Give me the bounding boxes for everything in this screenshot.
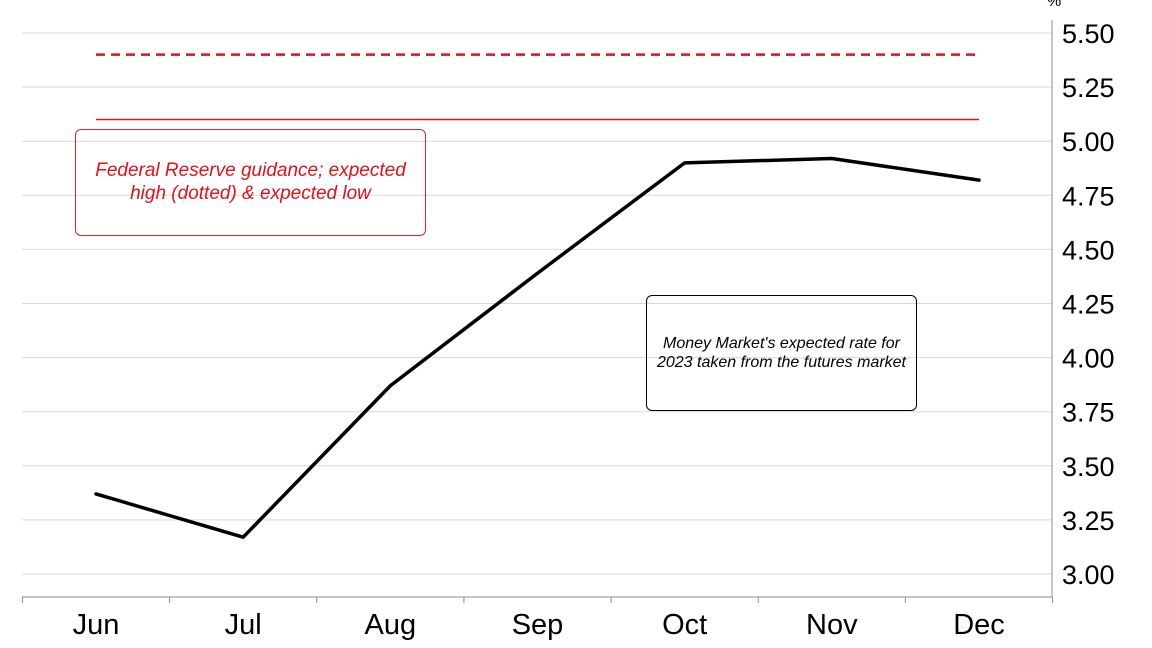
reference-lines — [96, 53, 979, 121]
y-tick-label-7: 4.75 — [1062, 181, 1115, 211]
data-point-oct — [683, 161, 687, 165]
y-tick-label-3: 3.75 — [1062, 398, 1115, 428]
data-point-dec — [977, 178, 981, 182]
data-point-jun — [94, 492, 98, 496]
x-tick-label-dec: Dec — [953, 609, 1005, 641]
x-tick-label-jul: Jul — [225, 609, 262, 641]
y-unit-label: % — [1047, 0, 1061, 10]
y-tick-label-9: 5.25 — [1062, 73, 1115, 103]
data-point-sep — [536, 271, 539, 275]
fed-guidance-annotation: Federal Reserve guidance; expected high … — [75, 129, 426, 236]
series-group — [94, 156, 981, 539]
y-tick-label-2: 3.50 — [1062, 452, 1115, 482]
y-tick-label-4: 4.00 — [1062, 344, 1115, 374]
y-tick-label-6: 4.50 — [1062, 235, 1115, 265]
y-tick-label-10: 5.50 — [1062, 19, 1115, 49]
x-tick-label-sep: Sep — [512, 609, 564, 641]
x-tick-label-nov: Nov — [806, 609, 858, 641]
axes — [21, 20, 1054, 603]
gridlines — [22, 32, 1052, 575]
y-tick-label-8: 5.00 — [1062, 127, 1115, 157]
data-point-jul — [241, 535, 245, 539]
x-tick-label-aug: Aug — [365, 609, 417, 641]
y-tick-labels: 3.00 3.25 3.50 3.75 4.00 4.25 4.50 4.75 5.00 5.25… — [1062, 19, 1115, 590]
x-tick-label-jun: Jun — [73, 609, 120, 641]
data-point-aug — [388, 384, 392, 388]
y-tick-label-1: 3.25 — [1062, 506, 1115, 536]
y-tick-label-5: 4.25 — [1062, 290, 1115, 320]
money-market-annotation: Money Market's expected rate for 2023 ta… — [646, 295, 917, 411]
y-tick-label-0: 3.00 — [1062, 560, 1115, 590]
x-tick-label-oct: Oct — [662, 609, 707, 641]
x-tick-labels: Jun Jul Aug Sep Oct Nov Dec — [73, 609, 1005, 641]
data-point-nov — [830, 157, 834, 161]
